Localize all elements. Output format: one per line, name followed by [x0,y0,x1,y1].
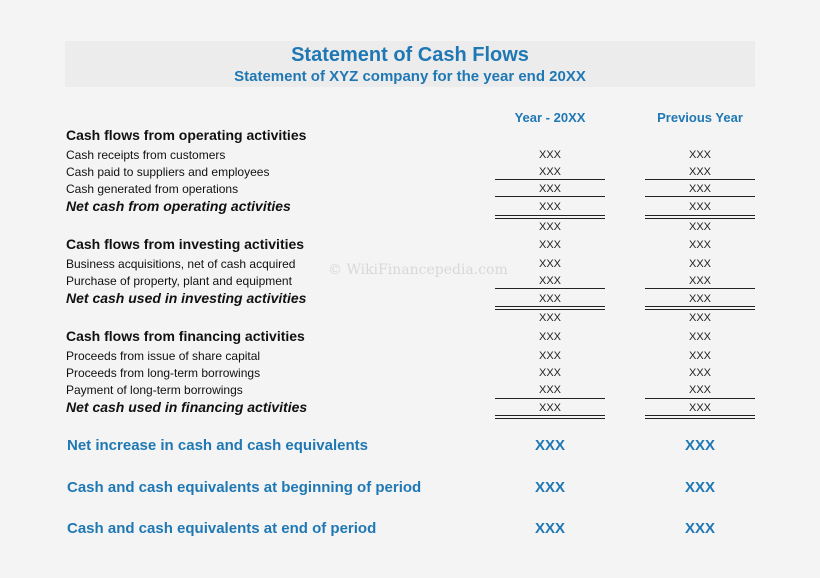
value-previous-year: XXX [688,367,711,379]
line-item-label: Proceeds from issue of share capital [66,349,261,363]
summary-label: Cash and cash equivalents at end of peri… [67,520,377,537]
column-header-current-year: Year - 20XX [514,110,586,125]
value-current-year: XXX [538,402,561,414]
summary-label: Net increase in cash and cash equivalent… [67,437,368,454]
value-previous-year: XXX [688,166,711,178]
value-previous-year: XXX [688,293,711,305]
subtotal-rule [495,196,605,197]
value-previous-year: XXX [688,258,711,270]
subtotal-rule [495,288,605,289]
statement-title: Statement of Cash Flows [291,44,529,66]
value-current-year: XXX [538,331,561,343]
value-previous-year: XXX [688,331,711,343]
value-current-year: XXX [538,350,561,362]
value-current-year: XXX [538,275,561,287]
line-item-label: Payment of long-term borrowings [66,383,243,397]
line-item-label: Business acquisitions, net of cash acqui… [66,257,296,271]
summary-value-current-year: XXX [534,520,565,537]
value-previous-year: XXX [688,312,711,324]
line-item-label: Proceeds from long-term borrowings [66,366,261,380]
section-heading: Cash flows from financing activities [66,328,305,344]
section-total-label: Net cash used in investing activities [66,290,307,306]
value-previous-year: XXX [688,350,711,362]
column-header-previous-year: Previous Year [657,110,743,125]
summary-value-previous-year: XXX [684,479,715,496]
total-double-rule [495,215,605,219]
total-double-rule [645,215,755,219]
line-item-label: Cash generated from operations [66,182,239,196]
total-double-rule [495,306,605,310]
value-current-year: XXX [538,183,561,195]
line-item-label: Purchase of property, plant and equipmen… [66,274,292,288]
subtotal-rule [495,179,605,180]
value-current-year: XXX [538,258,561,270]
summary-label: Cash and cash equivalents at beginning o… [67,479,422,496]
total-double-rule [495,415,605,419]
summary-value-previous-year: XXX [684,520,715,537]
line-item-label: Cash receipts from customers [66,148,226,162]
value-current-year: XXX [538,312,561,324]
subtotal-rule [645,196,755,197]
summary-value-current-year: XXX [534,479,565,496]
value-current-year: XXX [538,293,561,305]
value-previous-year: XXX [688,183,711,195]
statement-subtitle: Statement of XYZ company for the year en… [234,68,586,85]
value-current-year: XXX [538,166,561,178]
value-previous-year: XXX [688,149,711,161]
value-previous-year: XXX [688,275,711,287]
summary-value-previous-year: XXX [684,437,715,454]
section-total-label: Net cash from operating activities [66,198,291,214]
subtotal-rule [645,288,755,289]
value-previous-year: XXX [688,402,711,414]
subtotal-rule [645,179,755,180]
section-total-label: Net cash used in financing activities [66,399,308,415]
subtotal-rule [495,398,605,399]
section-heading: Cash flows from operating activities [66,127,307,143]
total-double-rule [645,306,755,310]
value-current-year: XXX [538,221,561,233]
value-previous-year: XXX [688,384,711,396]
value-current-year: XXX [538,239,561,251]
summary-value-current-year: XXX [534,437,565,454]
value-current-year: XXX [538,367,561,379]
value-current-year: XXX [538,149,561,161]
watermark: © WikiFinancepedia.com [328,262,508,278]
value-previous-year: XXX [688,239,711,251]
line-item-label: Cash paid to suppliers and employees [66,165,270,179]
value-current-year: XXX [538,201,561,213]
value-current-year: XXX [538,384,561,396]
value-previous-year: XXX [688,221,711,233]
subtotal-rule [645,398,755,399]
statement-header: Statement of Cash Flows Statement of XYZ… [65,41,755,87]
total-double-rule [645,415,755,419]
section-heading: Cash flows from investing activities [66,236,305,252]
value-previous-year: XXX [688,201,711,213]
